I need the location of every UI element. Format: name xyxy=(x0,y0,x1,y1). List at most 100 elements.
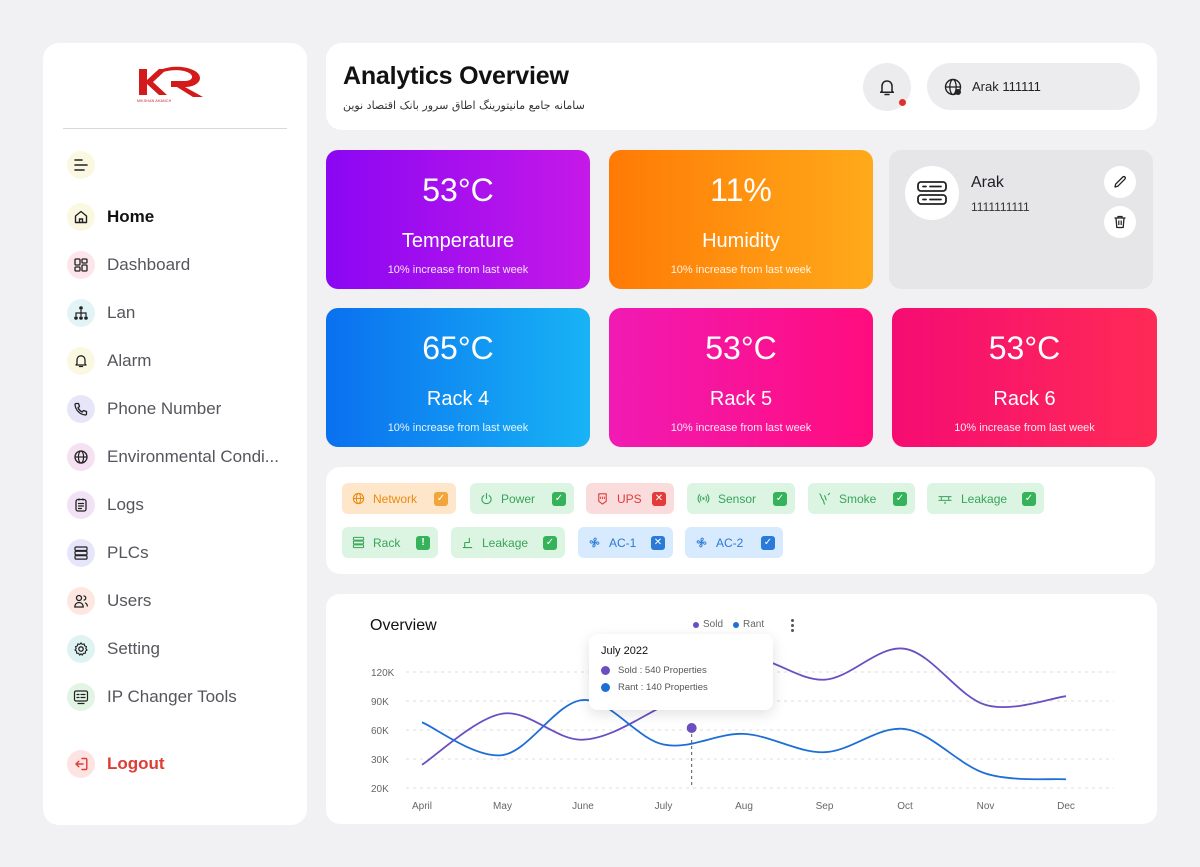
status-chip-power[interactable]: Power ✓ xyxy=(470,483,574,514)
sidebar: MIKSHAN AHANCH Home Dashboard Lan Alarm xyxy=(43,43,307,825)
sidebar-item-ip-changer[interactable]: IP Changer Tools xyxy=(67,682,297,712)
chip-label: Smoke xyxy=(839,491,877,506)
legend-item-sold[interactable]: Sold xyxy=(693,619,723,630)
globe-icon xyxy=(67,443,95,471)
x-tick-label: Nov xyxy=(977,801,995,812)
status-chip-sensor[interactable]: Sensor ✓ xyxy=(687,483,795,514)
status-chip-rack[interactable]: Rack ! xyxy=(342,527,438,558)
legend-item-rant[interactable]: Rant xyxy=(733,619,764,630)
gear-icon xyxy=(67,635,95,663)
sidebar-item-label: Alarm xyxy=(107,351,152,370)
status-check-icon: ✓ xyxy=(893,491,907,506)
card-note: 10% increase from last week xyxy=(387,422,529,434)
menu-icon xyxy=(74,159,88,171)
x-tick-label: Sep xyxy=(816,801,834,812)
device-info-card: Arak 1111111111 xyxy=(889,150,1153,289)
sidebar-item-users[interactable]: Users xyxy=(67,586,297,616)
fan-icon xyxy=(589,537,600,548)
status-check-icon: ✓ xyxy=(543,535,557,550)
rack-5-card[interactable]: 53°C Rack 5 10% increase from last week xyxy=(609,308,873,447)
page-header: Analytics Overview سامانه جامع مانیتورین… xyxy=(326,43,1157,130)
status-chip-leakage-2[interactable]: Leakage ✓ xyxy=(451,527,565,558)
chip-label: AC-1 xyxy=(609,535,637,550)
status-chip-smoke[interactable]: Smoke ✓ xyxy=(808,483,915,514)
logo-text: MIKSHAN AHANCH xyxy=(137,99,172,103)
bell-icon xyxy=(879,80,895,96)
y-tick-label: 60K xyxy=(371,726,389,737)
card-value: 11% xyxy=(710,172,772,208)
sidebar-item-home[interactable]: Home xyxy=(67,202,297,232)
leakage-icon xyxy=(938,496,952,505)
rack-4-card[interactable]: 65°C Rack 4 10% increase from last week xyxy=(326,308,590,447)
chart-tooltip: July 2022 Sold : 540 Properties Rant : 1… xyxy=(589,634,773,710)
x-tick-label: Oct xyxy=(897,801,913,812)
sidebar-item-label: Lan xyxy=(107,303,136,322)
menu-toggle-button[interactable] xyxy=(67,151,95,179)
rack-6-card[interactable]: 53°C Rack 6 10% increase from last week xyxy=(892,308,1157,447)
sidebar-item-label: IP Changer Tools xyxy=(107,687,237,706)
chip-label: UPS xyxy=(617,491,642,506)
sidebar-item-label: Dashboard xyxy=(107,255,191,274)
y-tick-label: 120K xyxy=(371,668,395,679)
logout-button[interactable]: Logout xyxy=(67,749,297,779)
chip-label: Leakage xyxy=(961,491,1008,506)
page-title: Analytics Overview xyxy=(343,62,569,90)
y-tick-label: 90K xyxy=(371,697,389,708)
sidebar-item-dashboard[interactable]: Dashboard xyxy=(67,250,297,280)
status-chip-ac-1[interactable]: AC-1 ✕ xyxy=(578,527,673,558)
system-status-panel: Network ✓ Power ✓ UPS ✕ Sensor ✓ Smoke ✓… xyxy=(326,467,1155,574)
power-icon xyxy=(481,492,492,505)
card-value: 53°C xyxy=(988,330,1061,366)
trash-icon xyxy=(1114,215,1126,229)
status-chip-ups[interactable]: UPS ✕ xyxy=(586,483,674,514)
sidebar-item-lan[interactable]: Lan xyxy=(67,298,297,328)
pencil-icon xyxy=(1114,175,1126,188)
tooltip-title: July 2022 xyxy=(601,645,649,657)
edit-button[interactable] xyxy=(1104,166,1136,198)
card-value: 53°C xyxy=(422,172,494,208)
x-tick-label: Dec xyxy=(1057,801,1075,812)
status-error-icon: ✕ xyxy=(652,491,666,506)
smoke-icon xyxy=(819,492,831,505)
humidity-card[interactable]: 11% Humidity 10% increase from last week xyxy=(609,150,873,289)
tooltip-row-rant: Rant : 140 Properties xyxy=(601,682,708,693)
location-selector[interactable]: Arak 111111 xyxy=(927,63,1140,110)
status-check-icon: ✓ xyxy=(773,491,787,506)
status-chip-ac-2[interactable]: AC-2 ✓ xyxy=(685,527,783,558)
globe-icon xyxy=(944,78,962,95)
tooltip-dot xyxy=(601,683,610,692)
card-note: 10% increase from last week xyxy=(387,264,529,276)
y-tick-label: 30K xyxy=(371,755,389,766)
fan-icon xyxy=(696,537,707,548)
sidebar-item-plcs[interactable]: PLCs xyxy=(67,538,297,568)
status-chip-leakage[interactable]: Leakage ✓ xyxy=(927,483,1044,514)
sidebar-item-setting[interactable]: Setting xyxy=(67,634,297,664)
sidebar-item-label: Environmental Condi... xyxy=(107,447,279,466)
device-name: Arak xyxy=(971,174,1004,191)
x-tick-label: June xyxy=(572,801,594,812)
status-chip-network[interactable]: Network ✓ xyxy=(342,483,456,514)
sidebar-divider xyxy=(63,128,287,129)
temperature-card[interactable]: 53°C Temperature 10% increase from last … xyxy=(326,150,590,289)
sidebar-item-alarm[interactable]: Alarm xyxy=(67,346,297,376)
status-check-icon: ✓ xyxy=(761,535,775,550)
delete-button[interactable] xyxy=(1104,206,1136,238)
chart-more-button[interactable] xyxy=(787,616,797,634)
sidebar-item-environmental[interactable]: Environmental Condi... xyxy=(67,442,297,472)
logo-mark-icon xyxy=(139,66,203,97)
status-check-icon: ✓ xyxy=(434,491,448,506)
sidebar-item-logs[interactable]: Logs xyxy=(67,490,297,520)
notifications-button[interactable] xyxy=(863,63,911,111)
series-line-rant xyxy=(421,699,1067,781)
sidebar-item-phone-number[interactable]: Phone Number xyxy=(67,394,297,424)
card-label: Temperature xyxy=(401,230,515,252)
rack-icon xyxy=(352,536,365,549)
server-icon xyxy=(905,166,959,220)
sensor-icon xyxy=(697,494,710,503)
ip-tools-icon xyxy=(67,683,95,711)
card-note: 10% increase from last week xyxy=(954,422,1095,434)
tooltip-value: Rant : 140 Properties xyxy=(618,682,708,693)
home-icon xyxy=(67,203,95,231)
card-note: 10% increase from last week xyxy=(670,422,812,434)
status-check-icon: ✓ xyxy=(1022,491,1036,506)
